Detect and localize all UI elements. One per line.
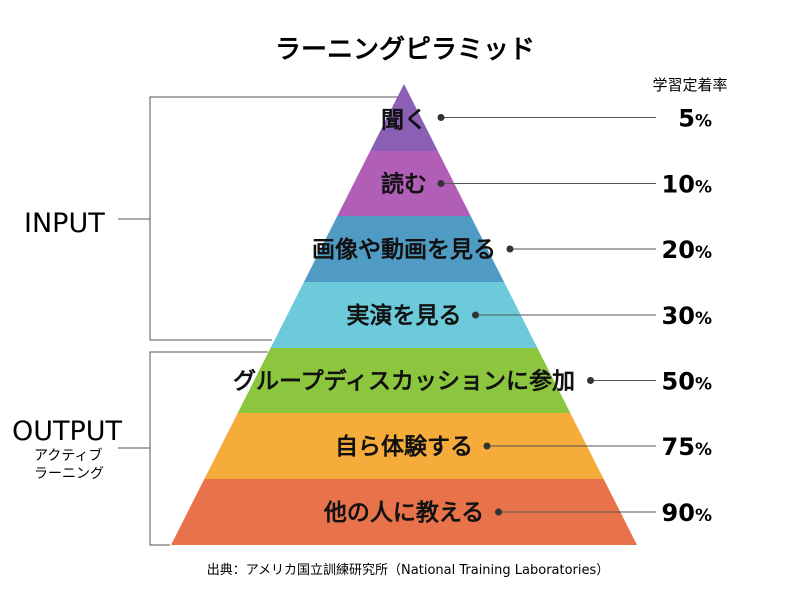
pyramid-level-label: 読む — [381, 171, 427, 198]
pyramid-band — [303, 216, 505, 282]
output-sub-label-line1: アクティブ — [34, 447, 102, 464]
pyramid-band — [237, 348, 571, 413]
retention-rate: 20% — [662, 236, 712, 264]
pyramid-level-label: 実演を見る — [347, 302, 462, 329]
retention-rate: 10% — [662, 171, 712, 199]
diagram-title: ラーニングピラミッド — [275, 35, 535, 65]
leader-dot — [495, 508, 502, 516]
retention-rate: 30% — [662, 302, 712, 330]
input-bracket: INPUT — [24, 96, 398, 341]
pyramid: 聞く読む画像や動画を見る実演を見るグループディスカッションに参加自ら体験する他の… — [171, 84, 637, 545]
pyramid-band — [370, 84, 438, 151]
pyramid-band — [171, 479, 637, 545]
leader-dot — [437, 180, 445, 187]
pyramid-band — [337, 151, 471, 216]
retention-rate-header: 学習定着率 — [652, 76, 727, 94]
pyramid-level-label: 自ら体験する — [335, 433, 473, 460]
pyramid-band — [270, 282, 538, 348]
pyramid-level-label: 画像や動画を見る — [312, 236, 496, 263]
leader-dot — [437, 114, 445, 121]
pyramid-level-label: 聞く — [381, 108, 427, 134]
rate-column: 5% 10% 20% 30% 50% 75% 90% — [662, 105, 712, 528]
rate-leaders — [437, 114, 656, 516]
leader-dot — [483, 442, 491, 450]
output-sub-label-line2: ラーニング — [34, 466, 104, 482]
leader-dot — [506, 245, 514, 253]
retention-rate: 5% — [678, 105, 712, 133]
output-bracket: OUTPUT アクティブ ラーニング — [12, 351, 268, 546]
pyramid-band — [204, 413, 604, 479]
leader-dot — [587, 377, 594, 384]
input-label: INPUT — [24, 208, 105, 239]
source-caption: 出典：アメリカ国立訓練研究所（National Training Laborat… — [207, 562, 610, 578]
pyramid-level-label: 他の人に教える — [323, 499, 484, 526]
retention-rate: 75% — [662, 433, 712, 461]
retention-rate: 50% — [662, 368, 712, 396]
pyramid-level-label: グループディスカッションに参加 — [233, 368, 575, 395]
output-label: OUTPUT — [12, 416, 123, 447]
leader-dot — [472, 311, 479, 319]
retention-rate: 90% — [662, 499, 712, 527]
